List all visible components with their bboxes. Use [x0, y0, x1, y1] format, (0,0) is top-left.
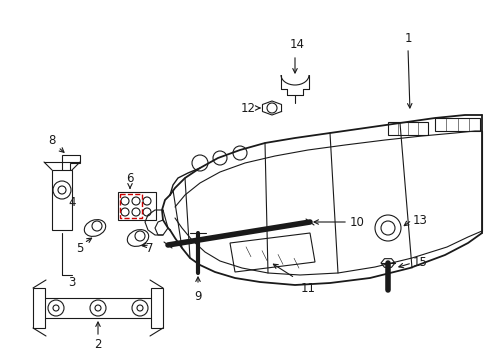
Bar [33, 288, 45, 328]
Text: 3: 3 [68, 275, 76, 288]
Text: 12: 12 [240, 102, 255, 114]
Bar [434, 118, 479, 131]
Polygon shape [229, 233, 314, 272]
Bar [38, 298, 158, 318]
Text: 1: 1 [404, 31, 411, 45]
Bar [118, 192, 156, 220]
Polygon shape [62, 155, 80, 177]
Text: 5: 5 [76, 242, 83, 255]
Text: 14: 14 [289, 39, 304, 51]
Text: 10: 10 [349, 216, 364, 229]
Text: 4: 4 [68, 197, 76, 210]
Bar [120, 194, 142, 218]
Text: 6: 6 [126, 171, 134, 184]
Text: 9: 9 [194, 289, 202, 302]
Text: 11: 11 [300, 282, 315, 295]
Polygon shape [52, 170, 72, 230]
Text: 7: 7 [146, 242, 153, 255]
Bar [387, 122, 427, 135]
Text: 2: 2 [94, 338, 102, 351]
Text: 8: 8 [48, 134, 56, 147]
Text: 13: 13 [412, 213, 427, 226]
Text: 15: 15 [412, 256, 427, 270]
Bar [151, 288, 163, 328]
